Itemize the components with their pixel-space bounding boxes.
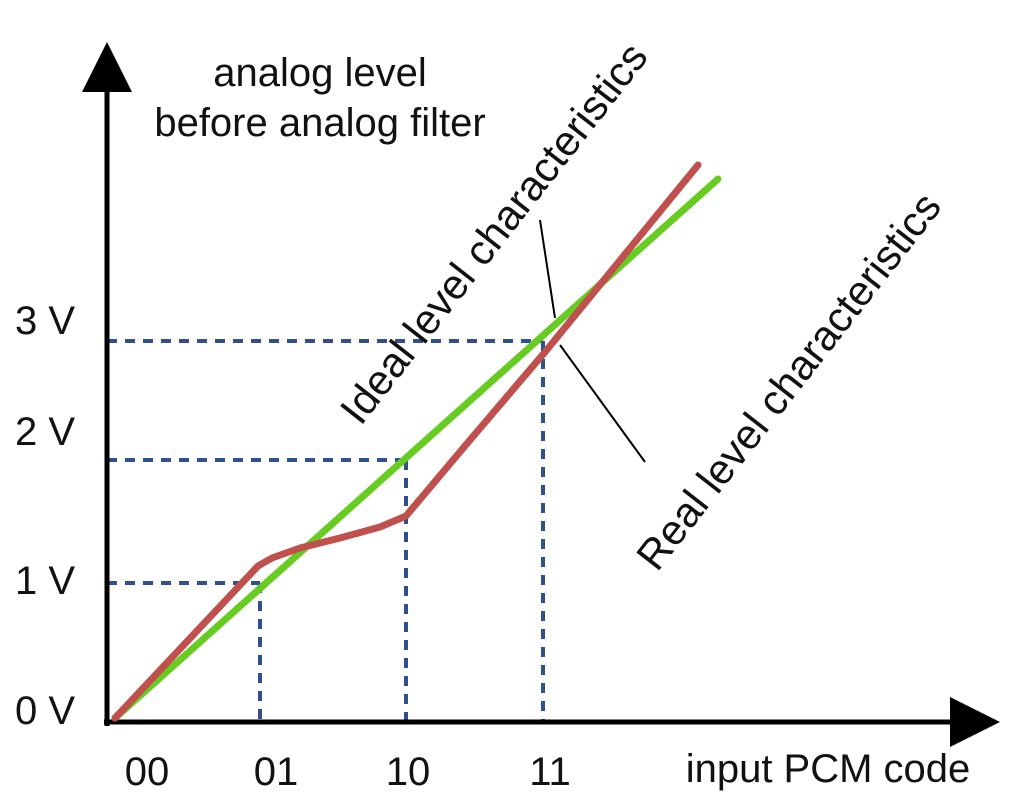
real-characteristics-label: Real level characteristics [627,184,950,579]
ideal-leader-line [539,219,556,319]
y-tick-label: 1 V [15,559,75,603]
x-axis-label: input PCM code [686,747,971,791]
real-leader-line [559,344,646,463]
x-tick-label: 10 [386,750,431,794]
y-tick-label: 3 V [15,299,75,343]
y-axis-label-line1: analog level [213,51,427,95]
x-tick-label: 00 [125,750,170,794]
x-tick-label: 11 [529,750,571,794]
y-axis-label-line2: before analog filter [154,101,485,145]
real-characteristic-line [111,161,702,722]
x-tick-label: 01 [254,750,299,794]
y-tick-label: 0 V [15,689,75,733]
ideal-characteristic-line [111,175,722,722]
y-tick-label: 2 V [15,410,75,454]
